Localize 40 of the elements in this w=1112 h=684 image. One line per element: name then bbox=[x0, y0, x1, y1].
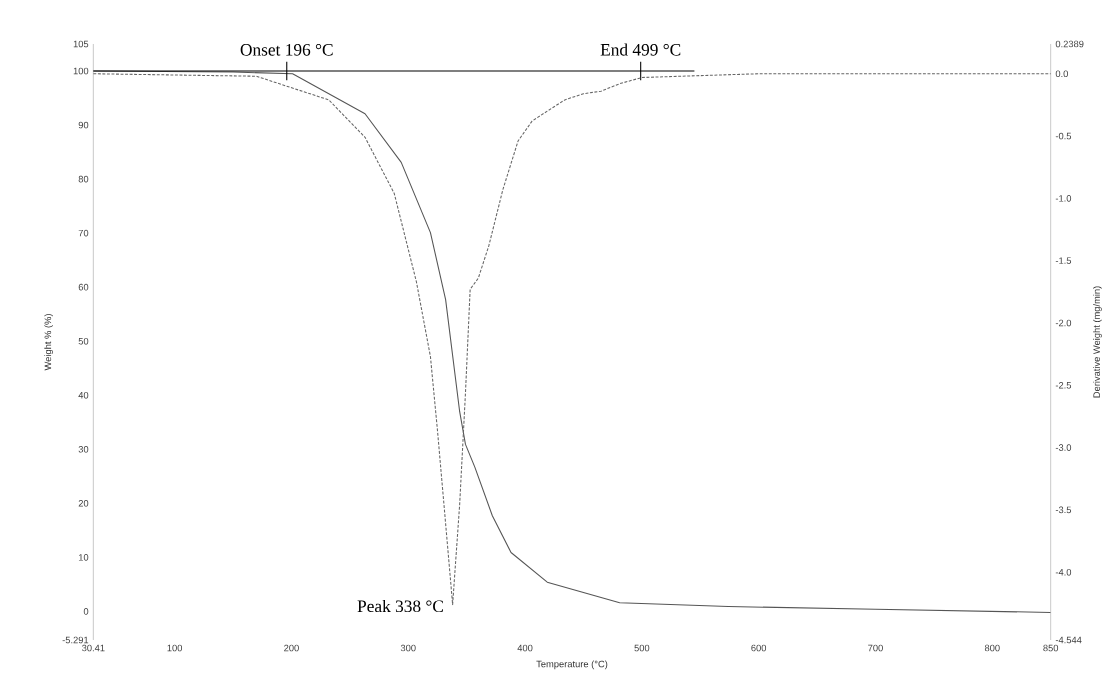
y2-tick-label: -0.5 bbox=[1055, 132, 1072, 140]
y2-tick-label: -3.5 bbox=[1055, 506, 1072, 514]
y-tick-label: 70 bbox=[78, 229, 89, 237]
y-tick-label: 50 bbox=[78, 337, 89, 345]
x-tick-label: 850 bbox=[1043, 644, 1059, 652]
y-axis-title: Weight % (%) bbox=[44, 314, 54, 371]
y2-tick-label: -4.0 bbox=[1055, 568, 1072, 576]
x-tick-label: 100 bbox=[167, 644, 183, 652]
y2-tick-label: -1.0 bbox=[1055, 195, 1072, 202]
y-tick-label: 90 bbox=[78, 121, 89, 129]
x-tick-label: 800 bbox=[984, 644, 1000, 652]
annotation: Onset 196 °C bbox=[240, 43, 333, 56]
y-tick-label: 20 bbox=[78, 500, 89, 507]
y2-tick-label: 0.0 bbox=[1055, 70, 1069, 78]
y2-tick-label: -2.0 bbox=[1055, 319, 1072, 327]
y2-tick-label: -1.5 bbox=[1055, 257, 1072, 264]
x-tick-label: 700 bbox=[868, 644, 883, 652]
y2-tick-label: 0.2389 bbox=[1055, 40, 1084, 48]
x-tick-label: 30.41 bbox=[82, 644, 105, 652]
y-tick-label: 60 bbox=[78, 283, 89, 291]
y2-tick-label: -4.544 bbox=[1055, 636, 1082, 644]
y-tick-label: 0 bbox=[83, 608, 89, 615]
y2-tick-label: -2.5 bbox=[1055, 381, 1072, 389]
annotation: End 499 °C bbox=[600, 43, 681, 56]
x-tick-label: 300 bbox=[400, 644, 416, 652]
y-tick-label: 100 bbox=[73, 67, 89, 75]
annotation: Peak 338 °C bbox=[357, 599, 443, 613]
x-tick-label: 500 bbox=[634, 644, 650, 652]
y-tick-label: 105 bbox=[73, 40, 89, 48]
x-tick-label: 400 bbox=[517, 644, 533, 652]
y2-axis-title: Derivative Weight (mg/min) bbox=[1093, 286, 1102, 398]
x-tick-label: 200 bbox=[284, 644, 299, 652]
y-tick-label: -5.291 bbox=[62, 636, 89, 644]
y-tick-label: 40 bbox=[78, 391, 89, 399]
y-tick-label: 10 bbox=[78, 554, 89, 561]
y-tick-label: 80 bbox=[78, 175, 89, 183]
x-tick-label: 600 bbox=[751, 644, 767, 652]
x-axis-title: Temperature (°C) bbox=[536, 660, 608, 670]
y-tick-label: 30 bbox=[78, 445, 89, 453]
y2-tick-label: -3.0 bbox=[1055, 444, 1072, 451]
